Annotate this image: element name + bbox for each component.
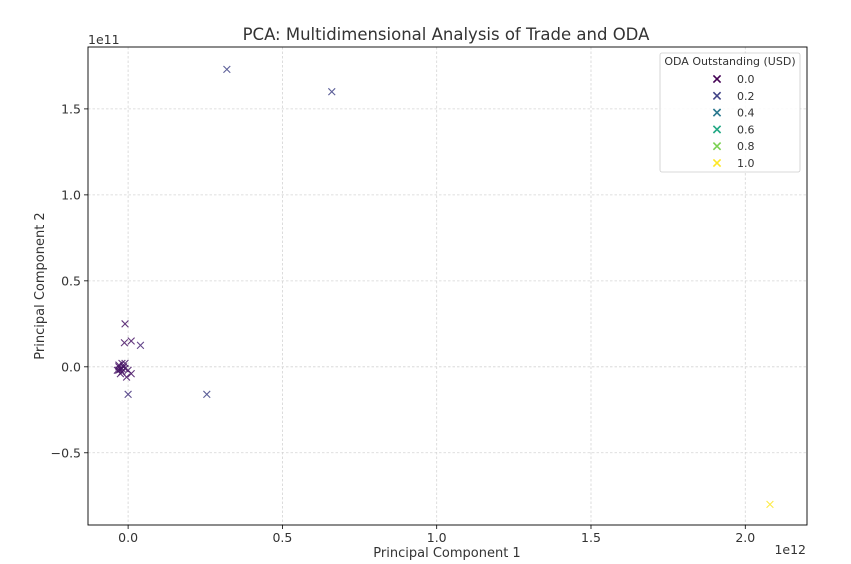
y-offset-text: 1e11 (88, 32, 120, 47)
y-tick-label: 1.0 (61, 187, 81, 202)
x-offset-text: 1e12 (774, 542, 806, 557)
legend-label: 0.0 (737, 73, 755, 86)
legend-marker (712, 125, 722, 134)
x-tick-label: 1.5 (581, 530, 601, 545)
legend-entries: 0.0 0.2 0.4 0.6 0.8 1.0 (712, 73, 755, 170)
data-point (203, 390, 211, 399)
data-points (113, 65, 774, 509)
data-point (136, 341, 145, 350)
legend-label: 0.8 (737, 140, 755, 153)
data-point (766, 500, 774, 509)
data-point (121, 359, 129, 368)
data-point (121, 320, 129, 328)
x-tick-label: 1.0 (427, 530, 447, 545)
y-axis-ticks: −0.5 0.0 0.5 1.0 1.5 (51, 101, 88, 460)
data-point (327, 87, 336, 96)
data-point (127, 337, 135, 345)
x-tick-label: 0.0 (118, 530, 138, 545)
data-point (120, 338, 129, 347)
x-axis-ticks: 0.0 0.5 1.0 1.5 2.0 (118, 525, 755, 545)
y-tick-label: 0.5 (61, 273, 81, 288)
legend-marker (712, 74, 722, 84)
legend-title: ODA Outstanding (USD) (664, 55, 795, 68)
chart-title: PCA: Multidimensional Analysis of Trade … (243, 25, 651, 44)
legend-label: 0.4 (737, 107, 755, 120)
legend-marker (712, 142, 722, 151)
legend-marker (712, 108, 722, 117)
y-tick-label: −0.5 (51, 445, 81, 460)
legend-label: 0.2 (737, 90, 755, 103)
legend-marker (712, 91, 722, 100)
legend-label: 1.0 (737, 157, 755, 170)
plot-frame (87, 46, 808, 526)
x-axis-label: Principal Component 1 (373, 546, 520, 561)
y-tick-label: 0.0 (61, 359, 81, 374)
legend-marker (712, 158, 722, 168)
x-tick-label: 0.5 (272, 530, 292, 545)
legend-box (659, 52, 801, 173)
x-tick-label: 2.0 (735, 530, 755, 545)
legend-label: 0.6 (737, 123, 755, 136)
data-point (124, 390, 132, 399)
legend: ODA Outstanding (USD) 0.0 0.2 0.4 0.6 0.8 1.0 (659, 52, 801, 173)
y-tick-label: 1.5 (61, 101, 81, 116)
data-point (122, 373, 131, 381)
y-axis-label: Principal Component 2 (33, 212, 48, 359)
data-point (223, 65, 231, 74)
data-point (115, 363, 123, 371)
